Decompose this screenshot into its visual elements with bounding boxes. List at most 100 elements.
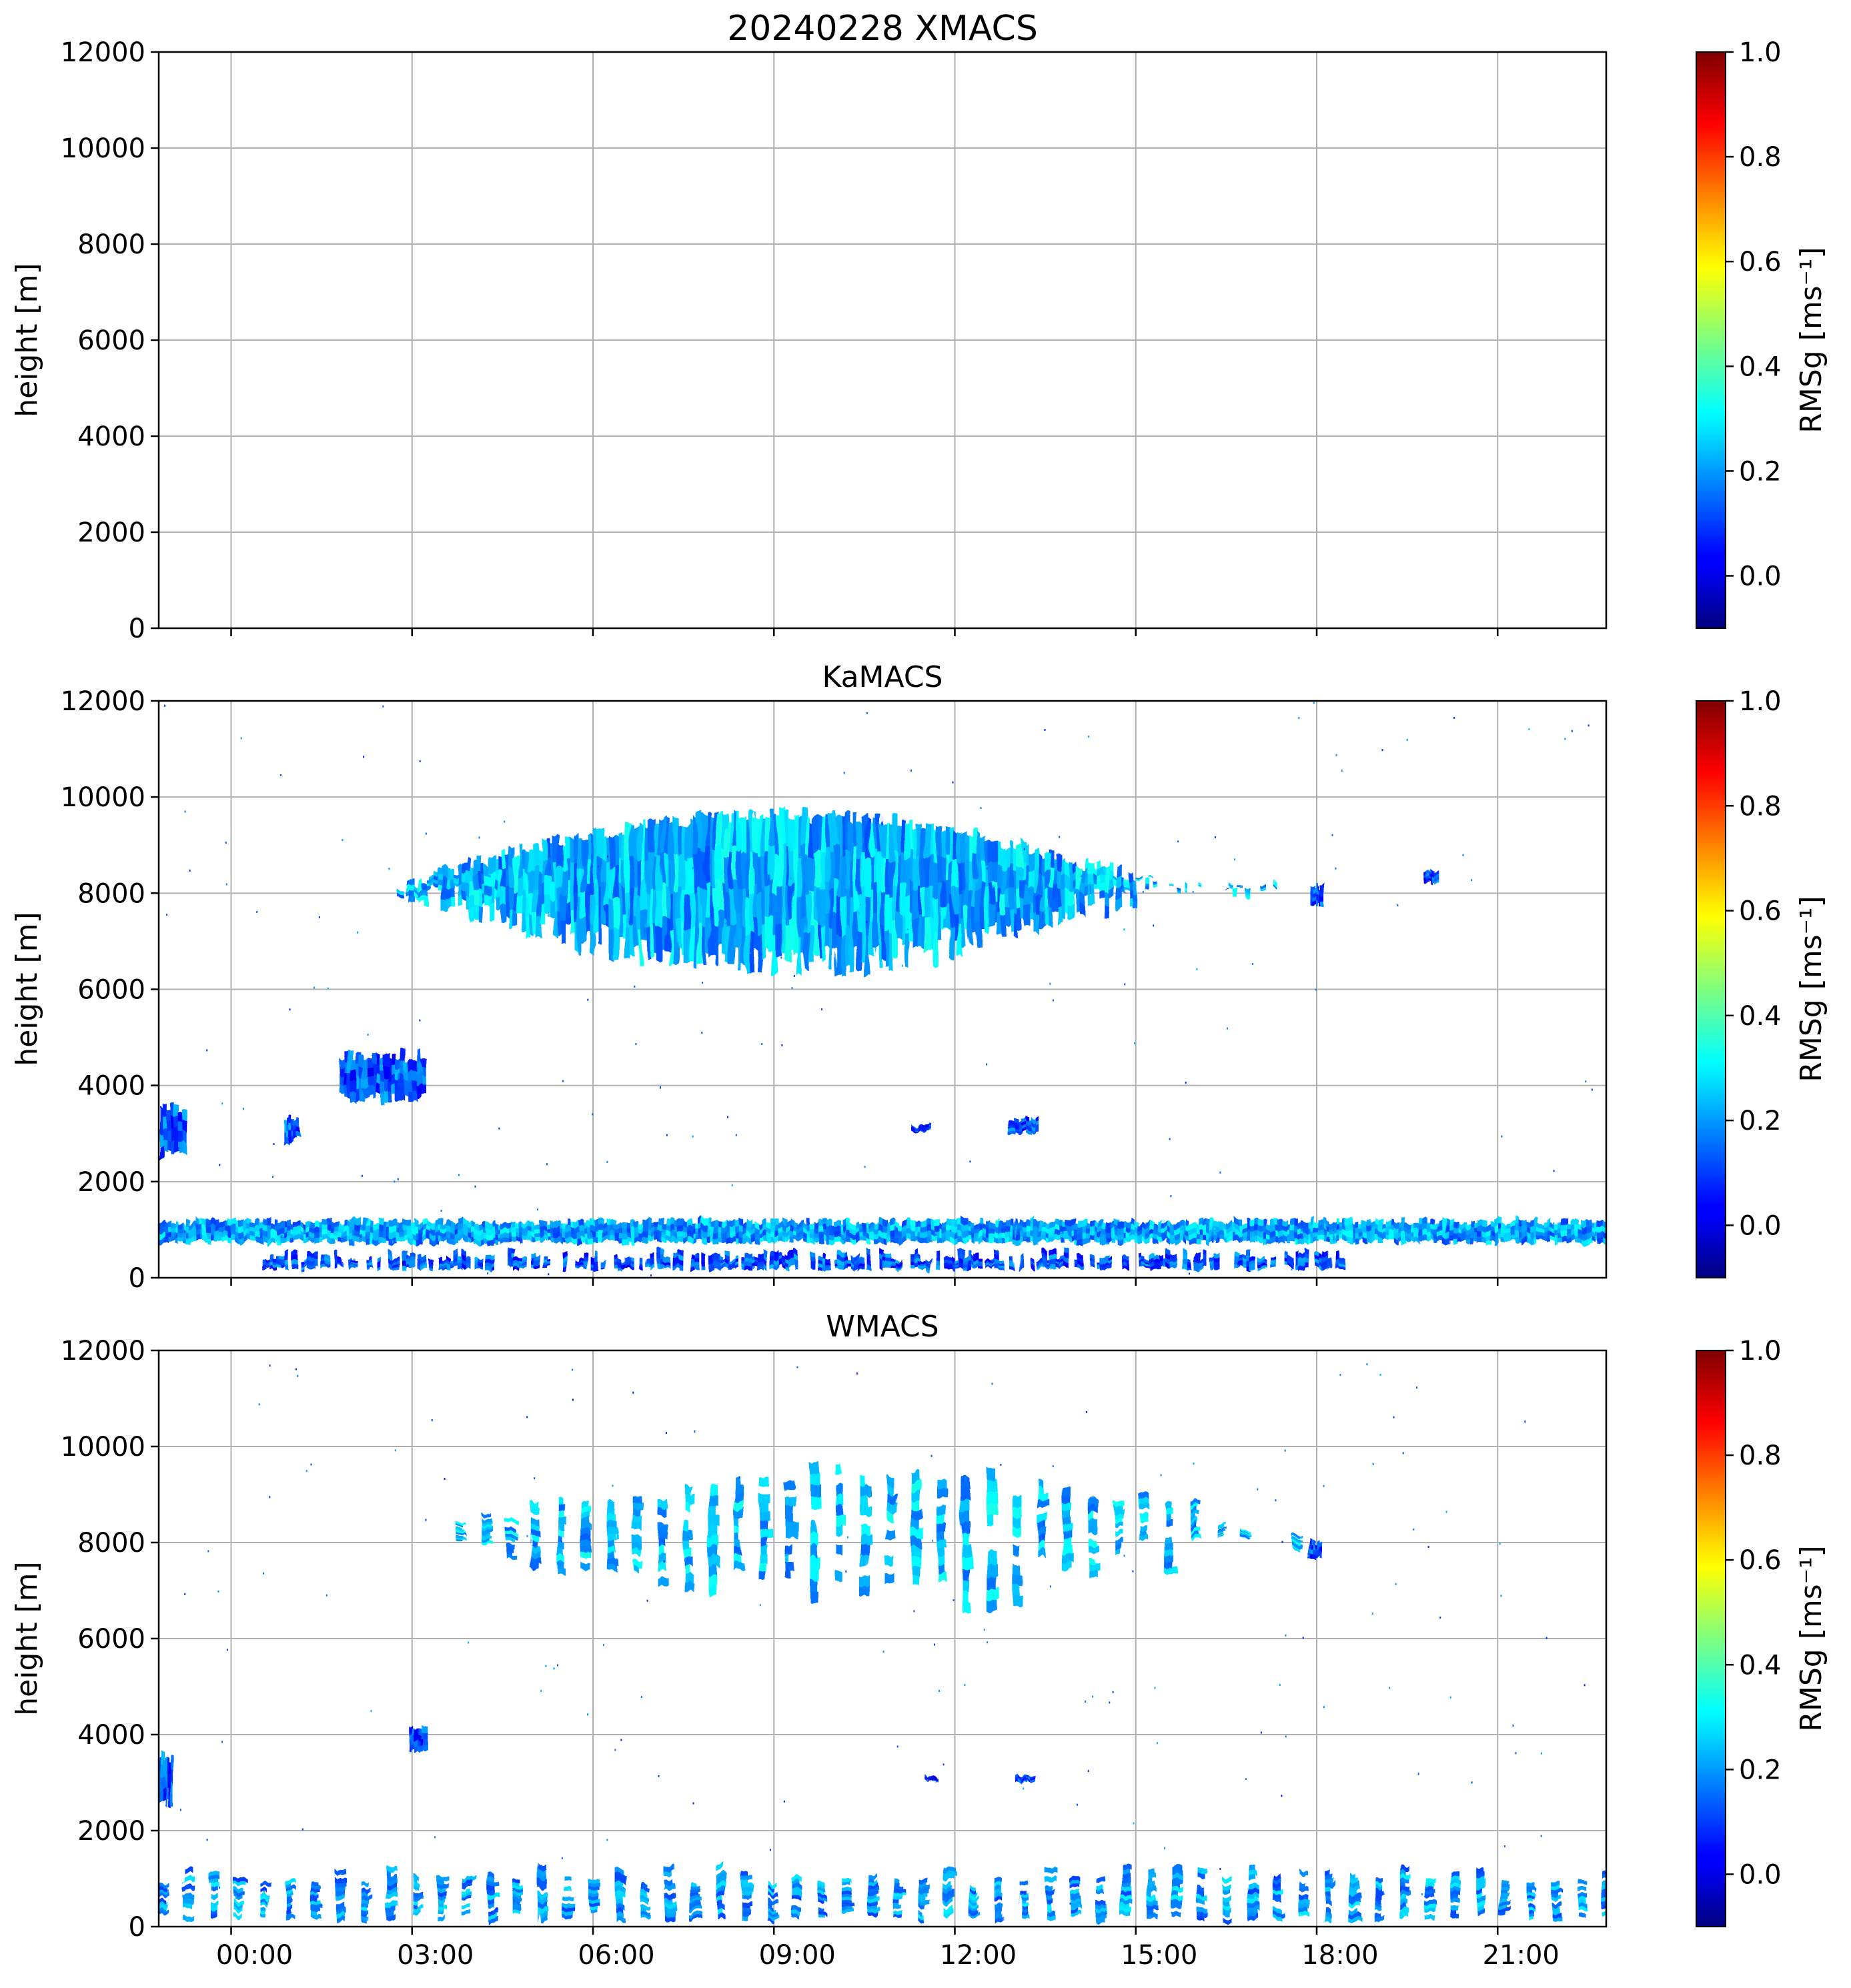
echo-cell <box>589 1896 598 1901</box>
noise-speck <box>1323 1484 1325 1487</box>
echo-cell <box>693 930 698 968</box>
echo-cell <box>977 831 982 862</box>
echo-cell <box>336 1917 346 1922</box>
echo-cell <box>578 1257 583 1260</box>
echo-cell <box>458 1224 464 1230</box>
echo-cell <box>641 909 646 940</box>
echo-cell <box>1501 1895 1510 1899</box>
echo-cell <box>1030 1223 1035 1230</box>
echo-cell <box>638 1231 644 1237</box>
echo-cell <box>210 1229 215 1235</box>
echo-cell <box>902 1220 907 1227</box>
echo-cell <box>762 1259 767 1264</box>
echo-cell <box>896 854 902 884</box>
echo-cell <box>438 1229 444 1236</box>
echo-cell <box>422 1230 428 1236</box>
echo-cell <box>389 1263 394 1269</box>
echo-cell <box>889 860 894 898</box>
echo-cell <box>214 1223 219 1230</box>
echo-cell <box>321 1259 326 1263</box>
echo-cell <box>609 836 614 868</box>
echo-cell <box>513 1891 524 1896</box>
echo-cell <box>1218 1235 1223 1240</box>
echo-cell <box>754 1258 759 1262</box>
echo-cell <box>1182 1264 1187 1270</box>
echo-cell <box>1045 1903 1052 1908</box>
echo-cell <box>1026 1236 1031 1242</box>
echo-cell <box>1028 1127 1033 1131</box>
echo-cell <box>861 923 866 960</box>
echo-cell <box>566 1236 572 1244</box>
echo-cell <box>911 1528 922 1539</box>
echo-cell <box>285 1265 290 1271</box>
echo-cell <box>1121 1887 1131 1892</box>
echo-cell <box>910 1264 915 1269</box>
echo-cell <box>1013 1575 1023 1587</box>
noise-speck <box>1395 1583 1397 1585</box>
noise-speck <box>859 903 861 906</box>
echo-cell <box>589 834 594 866</box>
echo-cell <box>414 891 419 895</box>
echo-cell <box>1502 1232 1507 1238</box>
echo-cell <box>1431 880 1434 884</box>
echo-cell <box>638 1236 644 1242</box>
echo-cell <box>1426 1222 1431 1228</box>
echo-cell <box>1259 1266 1264 1270</box>
echo-cell <box>422 1225 428 1231</box>
echo-cell <box>506 1538 515 1543</box>
echo-cell <box>342 1230 348 1237</box>
echo-cell <box>361 1904 368 1909</box>
noise-speck <box>225 883 227 886</box>
echo-cell <box>1017 866 1022 888</box>
echo-cell <box>1024 1779 1028 1781</box>
echo-cell <box>910 1225 915 1232</box>
echo-cell <box>882 1224 887 1231</box>
echo-cell <box>734 1256 739 1260</box>
echo-cell <box>1197 1898 1204 1903</box>
echo-cell <box>718 1225 724 1232</box>
echo-cell <box>582 1252 587 1257</box>
echo-cell <box>1172 1895 1182 1900</box>
echo-cell <box>614 1264 619 1268</box>
echo-cell <box>846 1236 852 1243</box>
echo-cell <box>846 1263 851 1266</box>
echo-cell <box>1374 1230 1379 1236</box>
echo-cell <box>346 1225 352 1231</box>
noise-speck <box>987 1641 989 1644</box>
echo-cell <box>1526 1226 1531 1234</box>
echo-cell <box>1145 880 1150 884</box>
echo-cell <box>1534 1218 1539 1226</box>
echo-cell <box>562 1236 568 1242</box>
echo-cell <box>1063 1546 1073 1555</box>
echo-cell <box>166 1140 171 1151</box>
echo-cell <box>614 1882 622 1887</box>
echo-cell <box>1154 1265 1159 1270</box>
echo-cell <box>265 1260 270 1263</box>
echo-cell <box>318 1232 324 1238</box>
echo-cell <box>1247 1902 1259 1908</box>
echo-cell <box>1577 1896 1586 1901</box>
echo-cell <box>404 1060 409 1070</box>
echo-cell <box>254 1237 259 1244</box>
echo-cell <box>758 1236 764 1241</box>
echo-cell <box>589 1883 601 1887</box>
echo-cell <box>893 920 898 958</box>
echo-cell <box>1370 1236 1375 1242</box>
echo-cell <box>1522 1225 1527 1232</box>
echo-cell <box>222 1231 227 1238</box>
echo-cell <box>1273 1885 1280 1891</box>
echo-cell <box>825 914 830 948</box>
noise-speck <box>1588 724 1590 727</box>
echo-cell <box>957 923 962 955</box>
echo-cell <box>474 1233 480 1239</box>
echo-cell <box>626 1231 632 1237</box>
echo-cell <box>726 1248 731 1254</box>
echo-cell <box>482 1222 488 1228</box>
echo-cell <box>650 1260 655 1266</box>
echo-cell <box>981 882 986 906</box>
echo-cell <box>1234 1218 1239 1225</box>
noise-speck <box>273 1142 275 1145</box>
echo-cell <box>437 1880 444 1885</box>
echo-cell <box>1254 1236 1259 1243</box>
echo-cell <box>1030 1263 1035 1267</box>
